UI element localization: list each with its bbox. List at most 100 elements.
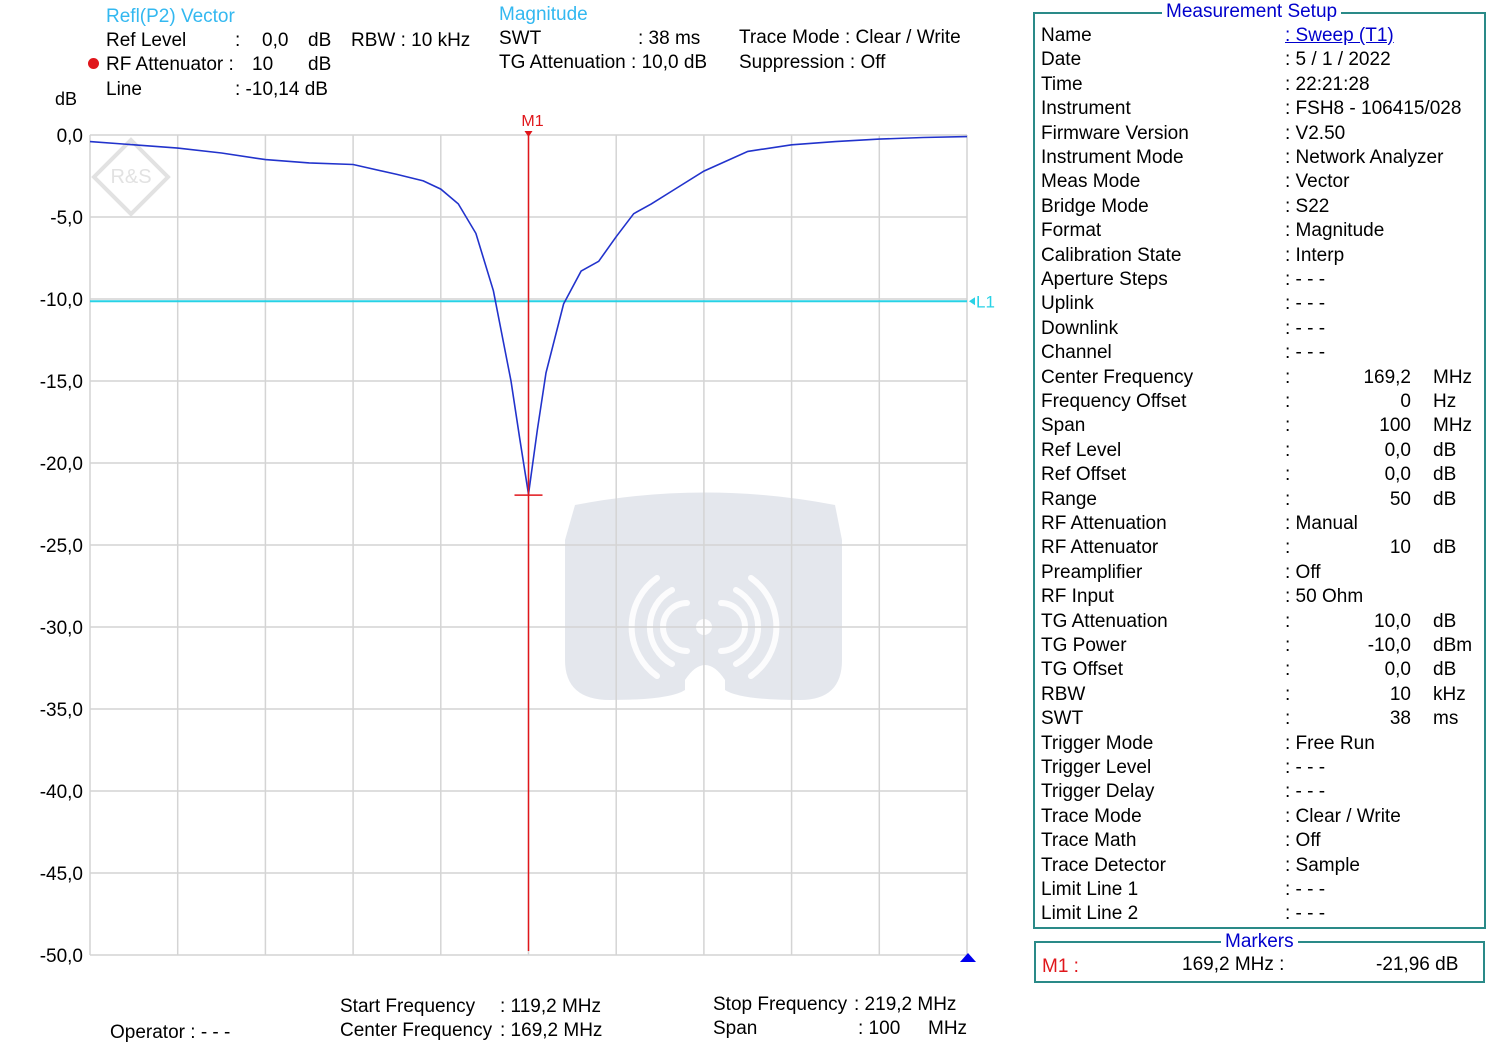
setup-row-value: : - - - bbox=[1285, 269, 1326, 290]
marker-level: -21,96 dB bbox=[1376, 954, 1459, 975]
setup-row: Trace Detector: Sample bbox=[1035, 854, 1484, 878]
spectrum-plot[interactable]: 0,0 -5,0 -10,0 -15,0 -20,0 -25,0 -30,0 -35,0 -40… bbox=[0, 0, 1000, 1046]
rf-attenuator-value: 10 bbox=[252, 54, 274, 75]
swt-label: SWT bbox=[499, 28, 542, 49]
center-frequency-value: : 169,2 MHz bbox=[500, 1020, 603, 1041]
setup-row-value: : - - - bbox=[1285, 757, 1326, 778]
y-tick-label: -20,0 bbox=[40, 454, 83, 475]
setup-row-value: : - - - bbox=[1285, 293, 1326, 315]
start-frequency-value: : 119,2 MHz bbox=[500, 996, 602, 1017]
setup-row-value: : Network Analyzer bbox=[1285, 147, 1444, 168]
setup-row-value: : Interp bbox=[1285, 244, 1345, 266]
y-tick-label: -45,0 bbox=[40, 864, 83, 885]
start-frequency-label: Start Frequency bbox=[340, 996, 476, 1017]
setup-row-value: : V2.50 bbox=[1285, 122, 1346, 144]
setup-row-value[interactable]: : Sweep (T1) bbox=[1285, 25, 1394, 46]
setup-row: Trace Math: Off bbox=[1035, 829, 1484, 853]
setup-row-value: : FSH8 - 106415/028 bbox=[1285, 98, 1462, 120]
y-tick-label: -5,0 bbox=[50, 208, 83, 229]
setup-row-label: RBW bbox=[1041, 683, 1086, 705]
setup-row: TG Power: -10,0 dBm bbox=[1035, 634, 1484, 658]
ref-level-value: 0,0 bbox=[262, 30, 289, 51]
limit-line-arrow-icon bbox=[969, 297, 975, 306]
setup-row-label: Ref Level bbox=[1041, 439, 1122, 461]
measurement-setup-title: Measurement Setup bbox=[1162, 1, 1342, 23]
ref-level-unit: dB bbox=[308, 30, 332, 51]
line-value: : -10,14 dB bbox=[235, 79, 328, 100]
y-unit-label: dB bbox=[55, 89, 78, 109]
y-tick-label: -15,0 bbox=[40, 372, 83, 393]
setup-row-colon: : bbox=[1285, 391, 1291, 412]
status-dot-icon bbox=[88, 58, 99, 69]
setup-row: Name: Sweep (T1) bbox=[1035, 24, 1484, 48]
marker-frequency: 169,2 MHz : bbox=[1182, 954, 1285, 975]
setup-row: Ref Offset: 0,0 dB bbox=[1035, 463, 1484, 487]
setup-row-label: Uplink bbox=[1041, 293, 1094, 315]
setup-row-unit: MHz bbox=[1433, 415, 1473, 437]
setup-row-label: RF Input bbox=[1041, 586, 1114, 608]
y-tick-label: -10,0 bbox=[40, 290, 83, 311]
trace-group bbox=[89, 135, 968, 495]
setup-row-value: : 22:21:28 bbox=[1285, 73, 1370, 95]
setup-row-value: : Vector bbox=[1285, 171, 1350, 193]
setup-row-number: 0,0 bbox=[1384, 464, 1411, 486]
setup-row-label: Calibration State bbox=[1041, 244, 1182, 266]
setup-row-label: Ref Offset bbox=[1041, 464, 1127, 486]
setup-row-value: : - - - bbox=[1285, 342, 1326, 364]
setup-row: Instrument Mode: Network Analyzer bbox=[1035, 146, 1484, 170]
setup-row-unit: Hz bbox=[1433, 391, 1457, 412]
setup-row-label: RF Attenuator bbox=[1041, 537, 1159, 559]
setup-row-number: 169,2 bbox=[1363, 366, 1411, 388]
setup-row: RF Attenuation: Manual bbox=[1035, 512, 1484, 536]
setup-row-unit: dBm bbox=[1433, 635, 1473, 656]
measurement-setup-panel: Name: Sweep (T1) Date: 5 / 1 / 2022 Time: … bbox=[1033, 12, 1486, 929]
setup-row-unit: dB bbox=[1433, 488, 1457, 510]
limit-line-label: L1 bbox=[976, 292, 995, 311]
span-unit: MHz bbox=[928, 1018, 968, 1039]
y-tick-label: 0,0 bbox=[57, 126, 83, 147]
marker-name: M1 : bbox=[1042, 956, 1079, 977]
setup-row-value: : Off bbox=[1285, 561, 1321, 583]
setup-row: Meas Mode: Vector bbox=[1035, 170, 1484, 194]
setup-row-label: TG Power bbox=[1041, 635, 1127, 656]
suppression-label: Suppression : Off bbox=[739, 52, 886, 73]
setup-row-value: : Manual bbox=[1285, 513, 1358, 534]
setup-row-colon: : bbox=[1285, 439, 1291, 461]
setup-row-unit: dB bbox=[1433, 610, 1457, 632]
setup-row: RF Input: 50 Ohm bbox=[1035, 585, 1484, 609]
setup-row-number: 38 bbox=[1389, 708, 1411, 730]
format-label: Magnitude bbox=[499, 4, 588, 25]
setup-row-label: Range bbox=[1041, 488, 1097, 510]
setup-row-label: Downlink bbox=[1041, 317, 1119, 339]
setup-row-unit: dB bbox=[1433, 464, 1457, 486]
setup-row: Trace Mode: Clear / Write bbox=[1035, 805, 1484, 829]
setup-row-label: Limit Line 2 bbox=[1041, 903, 1139, 925]
plot-grid bbox=[89, 134, 968, 956]
setup-row-label: TG Offset bbox=[1041, 659, 1124, 681]
ref-level-colon: : bbox=[235, 30, 241, 51]
setup-row-colon: : bbox=[1285, 366, 1291, 388]
setup-row-label: Trace Math bbox=[1041, 830, 1137, 852]
setup-row-label: Trace Detector bbox=[1041, 854, 1166, 876]
rf-attenuator-label: RF Attenuator : bbox=[106, 54, 234, 75]
trace-label: Refl(P2) Vector bbox=[106, 6, 235, 27]
setup-row: Channel: - - - bbox=[1035, 341, 1484, 365]
marker-m1-label: M1 bbox=[521, 113, 543, 130]
setup-row-label: Time bbox=[1041, 73, 1083, 95]
setup-row: Firmware Version: V2.50 bbox=[1035, 122, 1484, 146]
tg-attenuation-label: TG Attenuation : 10,0 dB bbox=[499, 52, 708, 73]
setup-row-colon: : bbox=[1285, 635, 1291, 656]
setup-row-label: Bridge Mode bbox=[1041, 195, 1149, 217]
setup-row-number: 50 bbox=[1389, 488, 1411, 510]
setup-row-value: : Magnitude bbox=[1285, 220, 1385, 242]
stop-frequency-value: : 219,2 MHz bbox=[854, 994, 957, 1015]
setup-row-label: TG Attenuation bbox=[1041, 610, 1168, 632]
y-tick-label: -30,0 bbox=[40, 618, 83, 639]
setup-row-colon: : bbox=[1285, 610, 1291, 632]
center-frequency-label: Center Frequency bbox=[340, 1020, 493, 1041]
setup-row-number: 10 bbox=[1389, 537, 1411, 559]
setup-row-number: 100 bbox=[1379, 415, 1411, 437]
setup-row-label: Center Frequency bbox=[1041, 366, 1194, 388]
setup-row: RBW: 10 kHz bbox=[1035, 683, 1484, 707]
setup-row: Uplink : - - - bbox=[1035, 292, 1484, 316]
